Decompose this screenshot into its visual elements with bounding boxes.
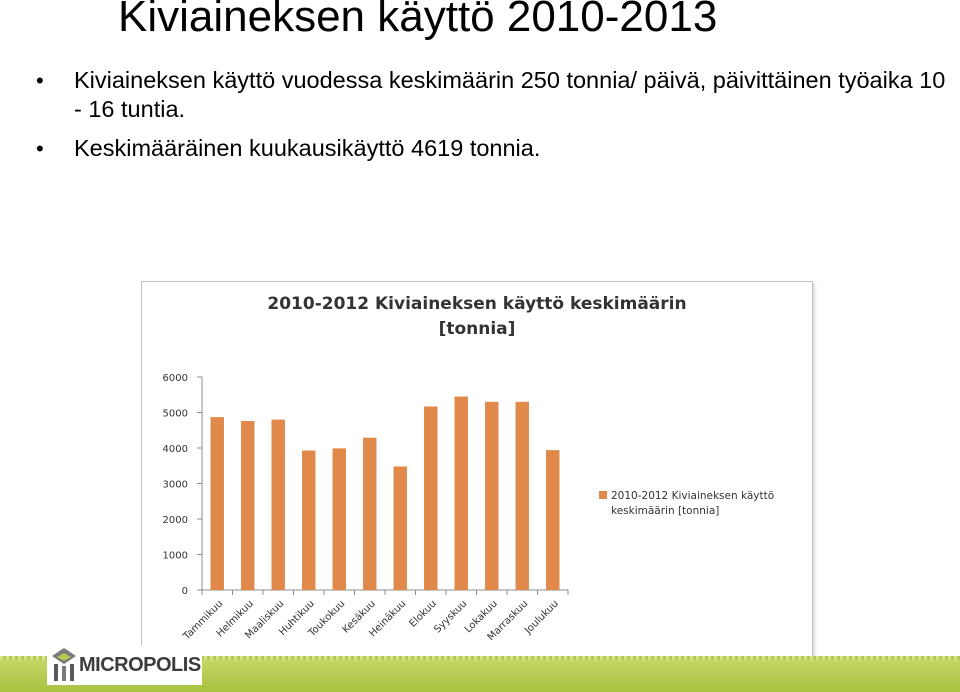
y-tick-label: 5000 xyxy=(163,409,188,420)
micropolis-logo: MICROPOLIS xyxy=(47,645,202,685)
y-tick-label: 4000 xyxy=(163,444,188,455)
y-tick-label: 3000 xyxy=(163,480,188,491)
bar-marraskuu xyxy=(515,401,529,590)
logo-text: MICROPOLIS xyxy=(79,653,201,676)
y-tick-label: 0 xyxy=(182,586,188,597)
bar-toukokuu xyxy=(332,448,346,590)
bar-tammikuu xyxy=(210,417,224,590)
bar-lokakuu xyxy=(485,401,499,590)
chart-frame: 2010-2012 Kiviaineksen käyttö keskimääri… xyxy=(141,281,813,658)
bar-syyskuu xyxy=(454,396,468,590)
bar-chart: 2010-2012 Kiviaineksen käyttö keskimääri… xyxy=(163,294,775,643)
legend-label-line-1: 2010-2012 Kiviaineksen käyttö xyxy=(611,490,774,502)
chart-title-line-2: [tonnia] xyxy=(439,319,516,339)
y-tick-label: 6000 xyxy=(163,373,188,384)
bar-maaliskuu xyxy=(271,419,285,590)
bullet-item: Kiviaineksen käyttö vuodessa keskimäärin… xyxy=(36,66,951,124)
y-tick-label: 2000 xyxy=(163,515,188,526)
bar-kesäkuu xyxy=(363,437,377,590)
legend-label-line-2: keskimäärin [tonnia] xyxy=(611,505,719,517)
chart-title-line-1: 2010-2012 Kiviaineksen käyttö keskimääri… xyxy=(267,294,686,314)
bar-helmikuu xyxy=(241,421,255,590)
y-tick-label: 1000 xyxy=(163,551,188,562)
bar-huhtikuu xyxy=(302,450,316,590)
bar-elokuu xyxy=(424,406,438,590)
bullet-item: Keskimääräinen kuukausikäyttö 4619 tonni… xyxy=(36,134,951,163)
bullet-list: Kiviaineksen käyttö vuodessa keskimäärin… xyxy=(36,66,951,173)
slide-title: Kiviaineksen käyttö 2010-2013 xyxy=(118,0,718,41)
micropolis-logo-icon xyxy=(52,648,76,681)
bar-joulukuu xyxy=(546,450,560,590)
legend-swatch xyxy=(599,491,607,499)
bar-heinäkuu xyxy=(393,466,407,590)
